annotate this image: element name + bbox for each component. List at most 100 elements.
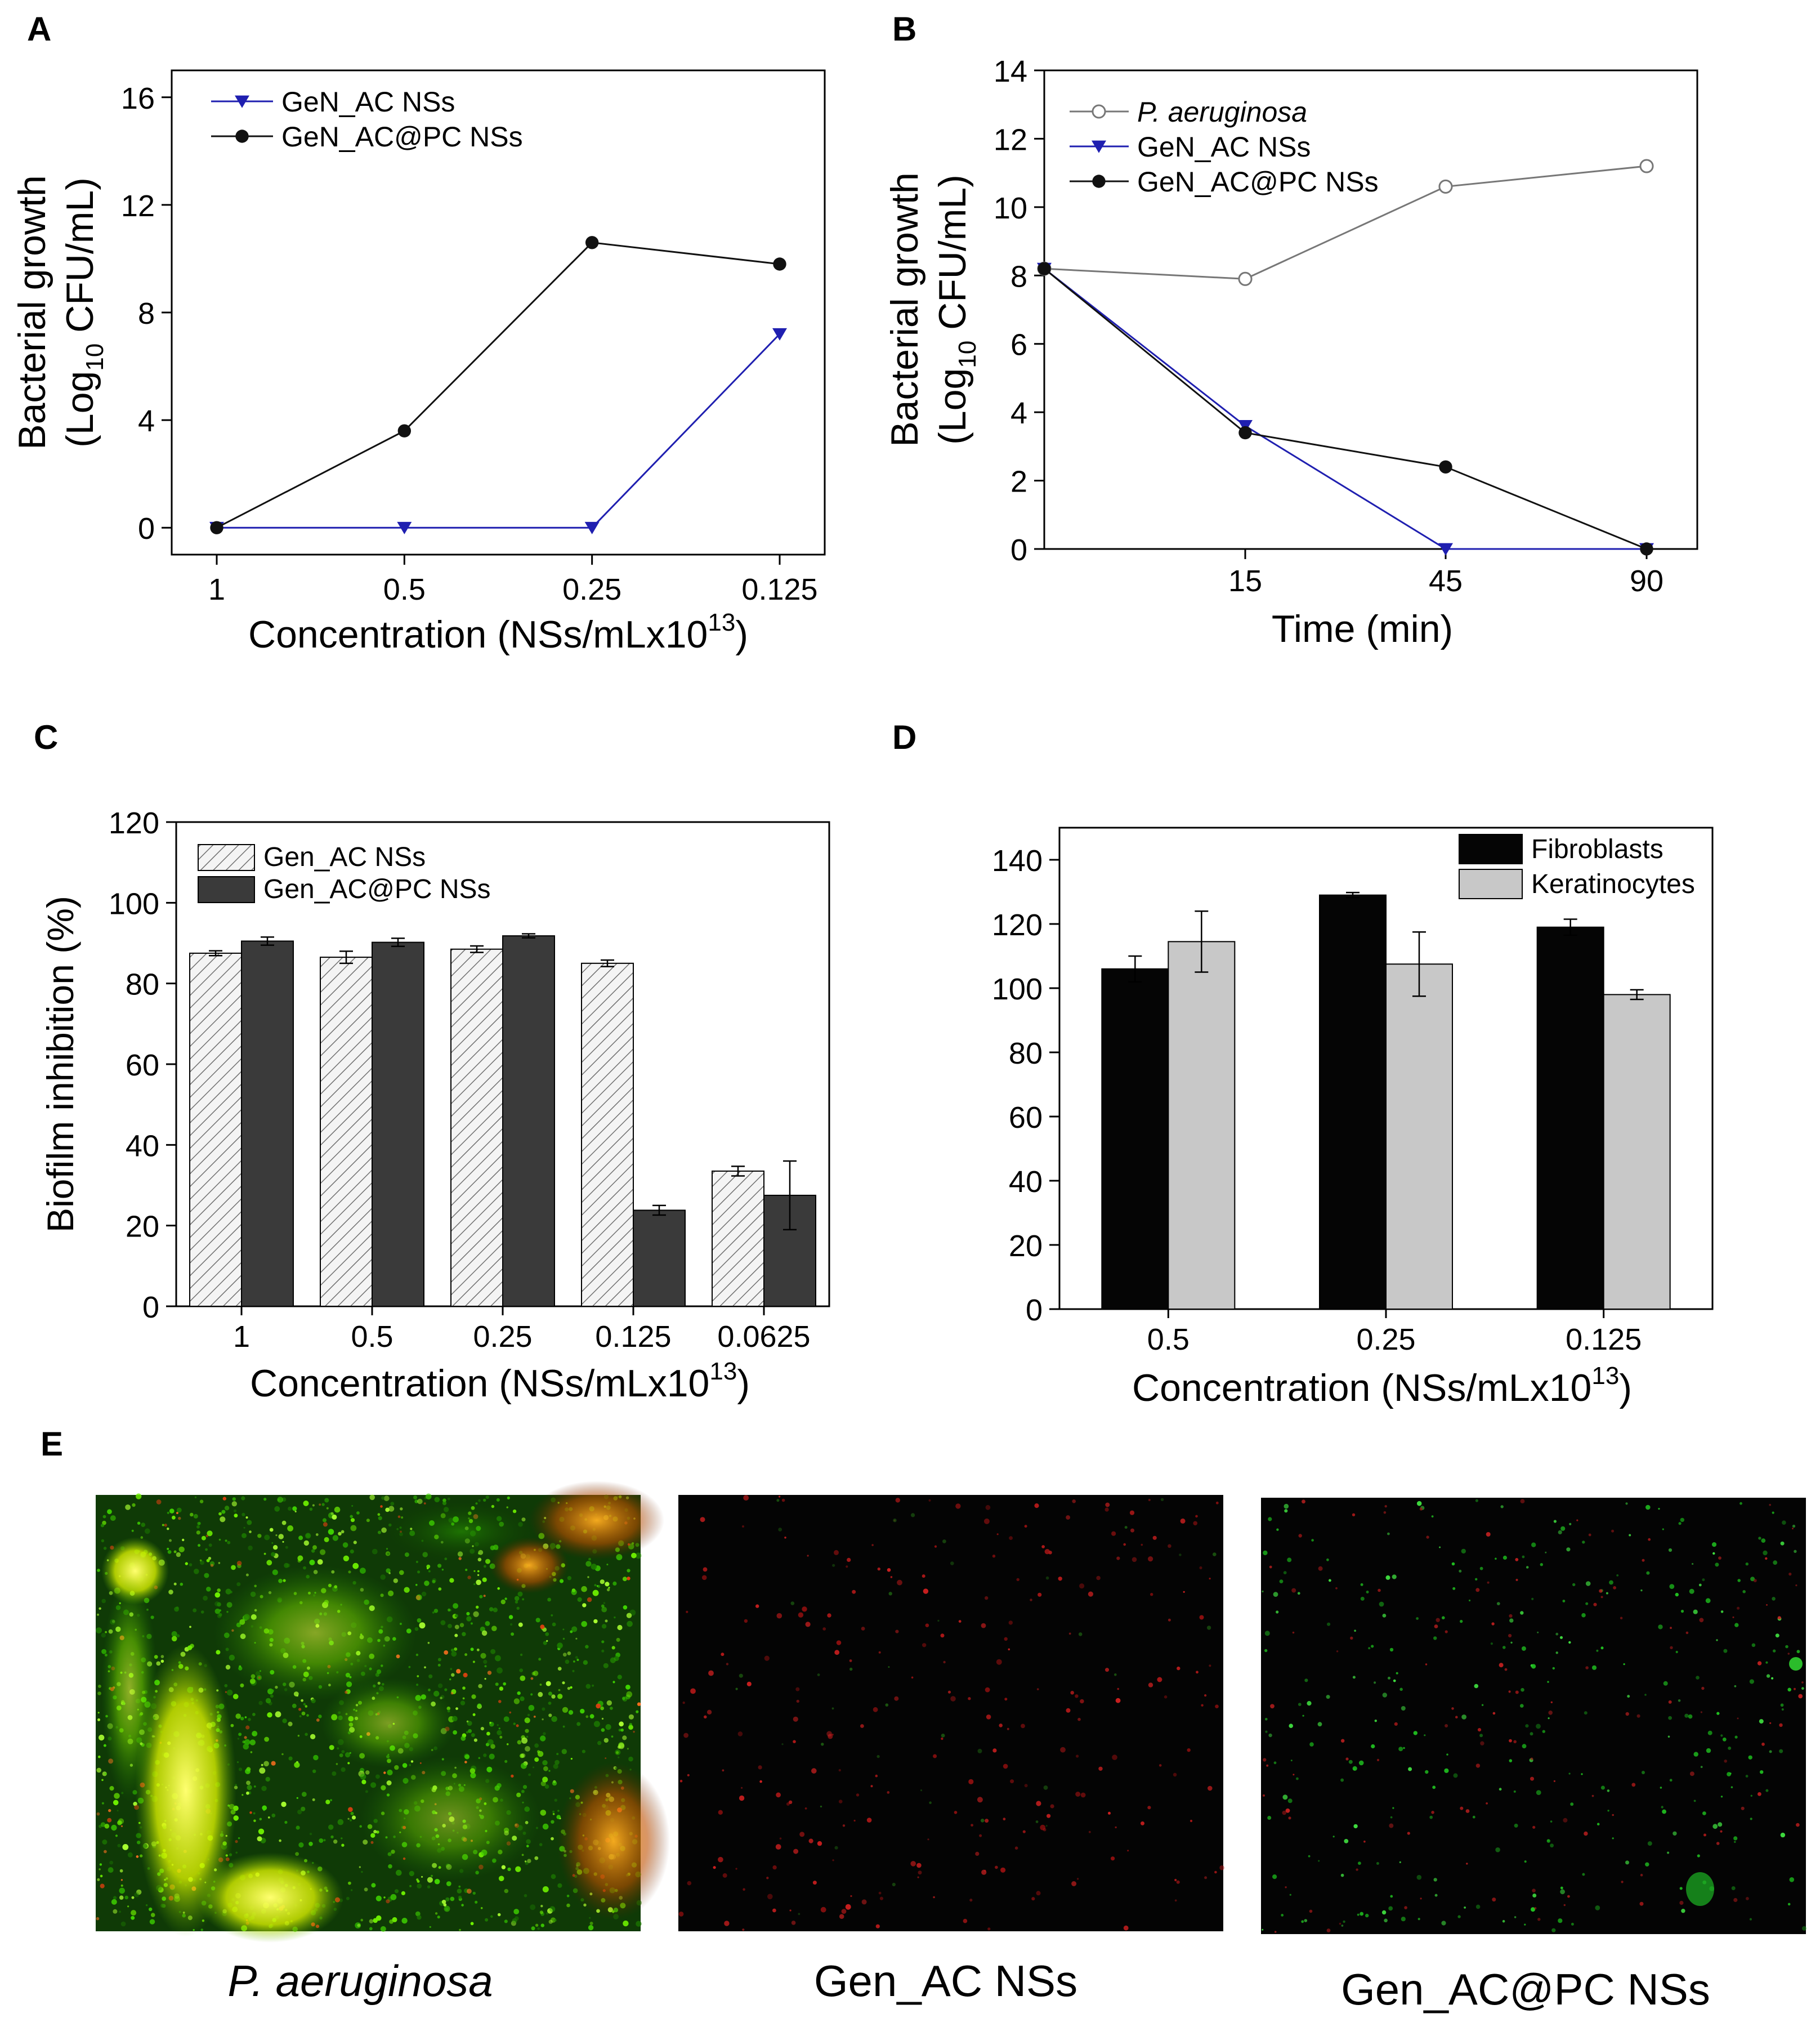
x-tick-label: 1 [208,573,225,606]
y-tick-label: 16 [121,82,155,115]
x-tick-label: 90 [1630,564,1664,598]
micrograph-caption: P. aeruginosa [227,1956,493,2006]
legend-label: GeN_AC@PC NSs [281,121,523,153]
legend-label: Gen_AC NSs [263,842,426,872]
chart-a: 0 4 8 12 16 1 0.5 0.25 0.125 GeN_AC NSsGeN_AC@P… [11,69,826,656]
legend-label: Fibroblasts [1531,834,1664,864]
x-tick-label: 0.0625 [717,1320,810,1354]
data-point [1639,159,1654,173]
y-tick-label: 40 [1009,1165,1043,1199]
series-line [216,242,780,529]
y-tick-label: 40 [126,1129,159,1163]
data-point [1092,140,1106,153]
x-axis-title: Concentration (NSs/mLx1013) [1132,1362,1632,1409]
bar [581,962,634,1307]
y-tick-label: 80 [126,968,159,1002]
data-point [235,130,249,143]
x-tick-label: 0.25 [1356,1323,1415,1356]
bar [189,952,242,1307]
series-line [1044,267,1647,550]
data-point [773,257,786,271]
y-axis-title-line2: (Log10 CFU/mL) [59,177,109,448]
micrograph-gen-ac-pc [1261,1498,1806,1934]
data-point [772,328,787,341]
data-point [585,236,599,249]
x-tick-label: 0.125 [741,573,817,606]
data-point [397,424,412,437]
x-tick-label: 45 [1429,564,1463,598]
y-tick-label: 8 [1010,260,1027,293]
micrograph-row: P. aeruginosa Gen_AC NSs Gen_AC@PC NSs [96,1481,1806,2014]
bar [1101,968,1169,1310]
data-point [1439,460,1452,474]
x-tick-label: 0.5 [351,1320,393,1354]
data-point [584,521,600,534]
y-axis-title-line1: Bacterial growth [883,172,926,447]
legend-label: GeN_AC NSs [281,86,455,118]
x-tick-label: 0.125 [1566,1323,1642,1356]
panel-letter-b: B [892,10,916,48]
data-point [235,95,249,108]
y-tick-label: 10 [994,191,1027,225]
bar [1536,926,1604,1310]
panel-letter-a: A [27,10,51,48]
y-tick-label: 0 [1026,1293,1043,1327]
x-tick-label: 0.25 [562,573,621,606]
x-tick-label: 15 [1228,564,1262,598]
data-point [1092,104,1106,119]
bar [1385,963,1453,1310]
legend-label: P. aeruginosa [1137,96,1307,128]
legend-label: GeN_AC NSs [1137,131,1311,163]
bar [502,935,555,1307]
legend-label: Gen_AC@PC NSs [263,874,491,904]
y-axis-title-line1: Bacterial growth [11,175,53,450]
bar [1603,994,1671,1310]
x-axis-title: Concentration (NSs/mLx1013) [248,609,748,656]
series-line [1044,165,1647,280]
micrograph-caption: Gen_AC NSs [814,1956,1077,2006]
y-axis-title: Biofilm inhibition (%) [39,896,81,1233]
bar [1319,894,1387,1310]
bar [320,957,373,1307]
chart-d: 0 20 40 60 80 100 120 140 0.5 0.25 0.125 Fibrobla… [992,827,1714,1409]
y-tick-label: 20 [1009,1229,1043,1263]
legend-label: GeN_AC@PC NSs [1137,166,1379,198]
legend-label: Keratinocytes [1531,869,1695,899]
data-point [1238,426,1252,440]
series-line [1044,267,1647,550]
y-tick-label: 12 [121,189,155,223]
bar [1168,941,1236,1310]
panel-letter-d: D [892,718,916,756]
bar [633,1209,686,1307]
plot-frame [1043,69,1698,550]
y-tick-label: 140 [992,844,1043,878]
y-tick-label: 4 [1010,396,1027,430]
y-tick-label: 0 [138,512,155,546]
y-tick-label: 60 [126,1048,159,1082]
y-tick-label: 100 [992,972,1043,1006]
y-tick-label: 4 [138,404,155,438]
data-point [1438,179,1453,194]
x-axis-title: Time (min) [1272,608,1453,650]
chart-c: 0 20 40 60 80 100 120 1 0.5 0.25 0.125 0.0625 Gen_… [39,806,830,1405]
micrograph-p-aeruginosa [96,1481,670,1943]
y-tick-label: 0 [1010,533,1027,567]
legend-swatch [1459,869,1523,899]
bar [241,940,294,1307]
y-tick-label: 0 [142,1291,159,1324]
x-tick-label: 0.5 [383,573,426,606]
data-point [1238,271,1253,286]
bar [712,1170,764,1307]
y-tick-label: 120 [992,908,1043,942]
legend-swatch [198,876,255,903]
data-point [1038,262,1051,275]
y-tick-label: 20 [126,1210,159,1244]
x-tick-label: 1 [233,1320,250,1354]
x-tick-label: 0.25 [473,1320,532,1354]
data-point [1092,175,1106,188]
bar [450,948,503,1307]
panel-letter-e: E [41,1425,63,1463]
legend-swatch [1459,834,1523,864]
data-point [210,521,223,534]
